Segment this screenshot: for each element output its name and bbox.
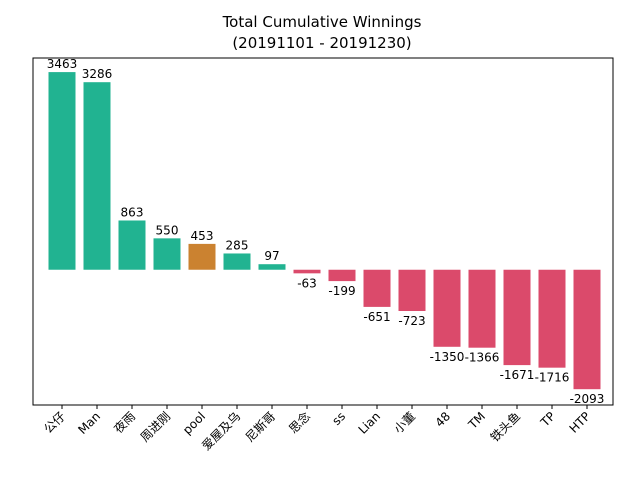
bar-12 bbox=[468, 269, 496, 348]
value-label-4: 453 bbox=[191, 229, 214, 243]
value-label-7: -63 bbox=[297, 276, 317, 290]
bar-8 bbox=[328, 269, 356, 282]
value-label-3: 550 bbox=[156, 223, 179, 237]
value-label-15: -2093 bbox=[570, 392, 605, 406]
chart-title: Total Cumulative Winnings bbox=[222, 13, 422, 31]
bar-2 bbox=[118, 220, 146, 270]
bars-group bbox=[48, 72, 601, 390]
value-label-14: -1716 bbox=[535, 371, 570, 385]
value-label-0: 3463 bbox=[47, 57, 78, 71]
bar-9 bbox=[363, 269, 391, 307]
bar-13 bbox=[503, 269, 531, 366]
value-label-10: -723 bbox=[398, 314, 425, 328]
bar-6 bbox=[258, 264, 286, 270]
value-labels-group: 3463 3286 863 550 453 285 97 -63 -199 -651 -723 -13… bbox=[47, 57, 605, 406]
value-label-5: 285 bbox=[226, 238, 249, 252]
bar-7 bbox=[293, 269, 321, 274]
plot-area-frame bbox=[32, 57, 614, 406]
bar-10 bbox=[398, 269, 426, 312]
bar-4 bbox=[188, 243, 216, 270]
bar-0 bbox=[48, 72, 76, 270]
value-label-1: 3286 bbox=[82, 67, 113, 81]
value-label-12: -1366 bbox=[465, 351, 500, 365]
value-label-11: -1350 bbox=[430, 350, 465, 364]
bar-15 bbox=[573, 269, 601, 390]
value-label-13: -1671 bbox=[500, 368, 535, 382]
value-label-9: -651 bbox=[363, 310, 390, 324]
value-label-8: -199 bbox=[328, 284, 355, 298]
chart-subtitle: (20191101 - 20191230) bbox=[232, 34, 411, 52]
bar-5 bbox=[223, 253, 251, 270]
bar-1 bbox=[83, 82, 111, 270]
value-label-2: 863 bbox=[121, 205, 144, 219]
value-label-6: 97 bbox=[264, 249, 279, 263]
bar-14 bbox=[538, 269, 566, 368]
bar-3 bbox=[153, 238, 181, 270]
bar-11 bbox=[433, 269, 461, 347]
